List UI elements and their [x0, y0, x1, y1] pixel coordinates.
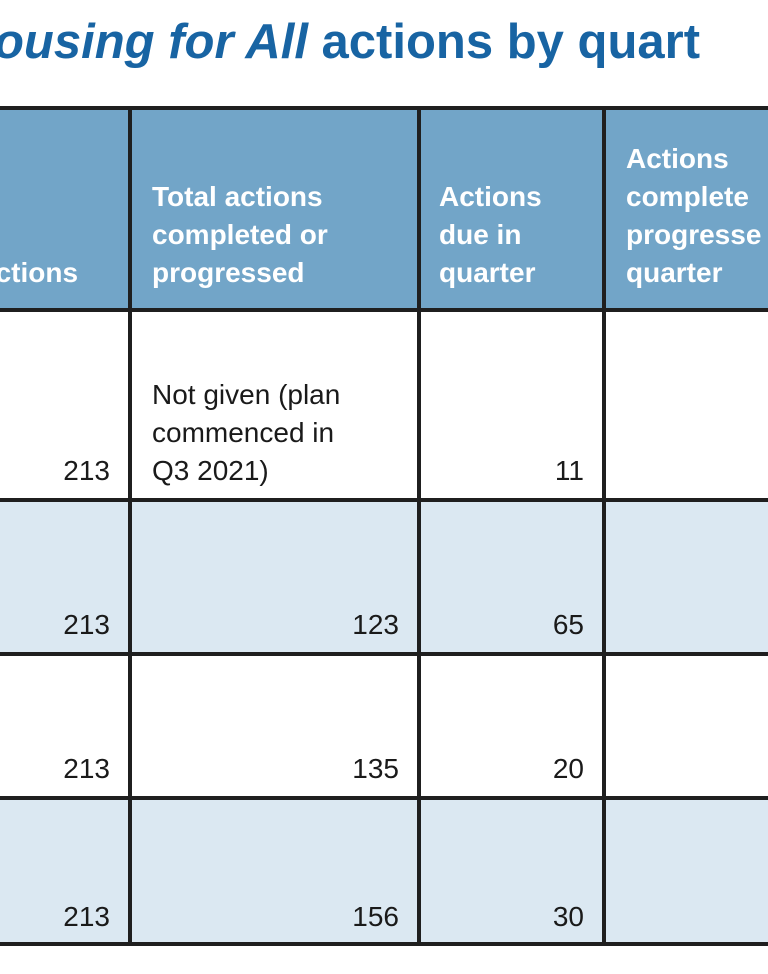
cell-line: commenced in [152, 417, 335, 448]
row-divider [0, 308, 768, 312]
header-line: progressed [152, 257, 305, 288]
row-divider [0, 652, 768, 656]
cell-total-actions: 213 [63, 753, 110, 784]
header-line: completed or [152, 219, 328, 250]
cell-total-actions: 213 [63, 455, 110, 486]
cell-completed-in-quarter [604, 798, 768, 946]
cell-total-completed: Not given (plan commenced in Q3 2021) [130, 310, 419, 500]
header-total-actions: actions [0, 106, 130, 310]
row-divider [0, 796, 768, 800]
header-line: Actions [439, 181, 542, 212]
header-line: quarter [626, 257, 723, 288]
column-divider [602, 106, 606, 946]
cell-actions-due: 11 [554, 455, 584, 486]
column-divider [417, 106, 421, 946]
cell-total-actions: 213 [63, 609, 110, 640]
title-rest: actions by quart [307, 15, 701, 69]
table-border-top [0, 106, 768, 110]
row-divider [0, 498, 768, 502]
header-line: Total actions [152, 181, 323, 212]
cell-line: Not given (plan [152, 379, 341, 410]
title-italic: ousing for All [0, 15, 308, 69]
cell-actions-due: 20 [552, 753, 584, 784]
cell-line: Q3 2021) [152, 455, 269, 486]
header-total-completed: Total actions completed or progressed [130, 106, 419, 310]
header-line: Actions [626, 143, 729, 174]
header-line: actions [0, 257, 79, 288]
cell-total-completed: 135 [352, 753, 399, 784]
page-title: ousing for All actions by quart [0, 12, 700, 72]
header-line: quarter [439, 257, 536, 288]
cell-actions-due: 65 [552, 609, 584, 640]
table-row: 213 Not given (plan commenced in Q3 2021… [0, 310, 768, 500]
table-row: 213 123 65 [0, 500, 768, 654]
cell-actions-due: 30 [552, 901, 584, 932]
header-actions-due: Actions due in quarter [419, 106, 604, 310]
cell-total-completed: 156 [352, 901, 399, 932]
cell-completed-in-quarter [604, 310, 768, 500]
table-header-row: actions Total actions completed or progr… [0, 106, 768, 310]
actions-table: actions Total actions completed or progr… [0, 106, 768, 946]
cell-total-actions: 213 [63, 901, 110, 932]
header-line: due in [439, 219, 522, 250]
column-divider [128, 106, 132, 946]
cell-completed-in-quarter [604, 654, 768, 798]
cell-total-completed: 123 [352, 609, 399, 640]
table-row: 213 156 30 [0, 798, 768, 946]
cell-completed-in-quarter [604, 500, 768, 654]
table-row: 213 135 20 [0, 654, 768, 798]
header-line: progresse [626, 219, 762, 250]
header-line: complete [626, 181, 749, 212]
header-completed-in-quarter: Actions complete progresse quarter [604, 106, 768, 310]
table-border-bottom [0, 942, 768, 946]
